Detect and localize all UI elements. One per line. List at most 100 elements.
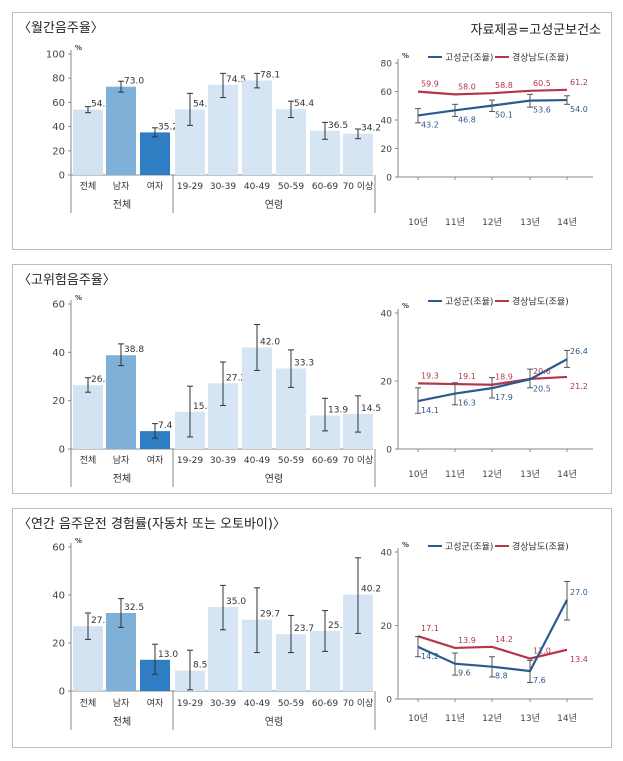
bar-category-label: 30-39	[210, 182, 236, 192]
bar-y-tick-label: 20	[52, 396, 65, 407]
bar-30-39	[208, 84, 238, 175]
line-x-tick-label: 11년	[445, 713, 465, 724]
series-value-label: 14.2	[421, 652, 439, 661]
bar-value-label: 54.0	[91, 100, 111, 110]
bar-value-label: 54.4	[294, 99, 314, 109]
bar-category-label: 70 이상	[343, 181, 374, 192]
bar-y-unit: %	[75, 537, 82, 545]
bar-category-label: 30-39	[210, 699, 236, 709]
series-value-label: 17.9	[495, 393, 513, 402]
series-value-label: 11.0	[533, 647, 551, 656]
line-x-tick-label: 14년	[557, 217, 577, 228]
monthly-drinking-charts: 0 20 40 60 80 100% 54.0 전체 73.0 남자 35.2 여자 54.2 19-29…	[46, 44, 593, 228]
series-value-label: 9.6	[458, 669, 471, 678]
series-value-label: 58.0	[458, 82, 476, 91]
legend-label: 경상남도(조율)	[512, 541, 569, 553]
series-value-label: 16.3	[458, 399, 476, 408]
bar-category-label: 전체	[80, 181, 97, 192]
bar-value-label: 14.5	[361, 404, 381, 414]
bar-category-label: 19-29	[177, 182, 203, 192]
bar-value-label: 54.2	[193, 99, 213, 109]
bar-category-label: 전체	[80, 698, 97, 709]
bar-category-label: 60-69	[312, 456, 338, 466]
bar-value-label: 23.7	[294, 624, 314, 634]
series-value-label: 8.8	[495, 672, 508, 681]
group-label-age: 연령	[265, 716, 283, 728]
group-label-total: 전체	[113, 716, 131, 728]
series-value-label: 26.4	[570, 347, 588, 356]
bar-value-label: 78.1	[260, 70, 280, 80]
series-value-label: 58.8	[495, 81, 513, 90]
legend-label: 경상남도(조율)	[512, 296, 569, 308]
bar-value-label: 38.8	[124, 345, 144, 355]
high-risk-drinking-charts: 0 20 40 60% 26.4 전체 38.8 남자 7.4 여자 15.4 19-29 27.2 30…	[52, 294, 593, 487]
bar-value-label: 33.3	[294, 359, 314, 369]
line-y-unit: %	[402, 302, 409, 310]
group-label-total: 전체	[113, 473, 131, 485]
series-value-label: 27.0	[570, 588, 588, 597]
bar-y-tick-label: 20	[52, 146, 65, 157]
bar-value-label: 40.2	[361, 585, 381, 595]
bar-y-tick-label: 100	[46, 50, 65, 61]
bar-value-label: 26.4	[91, 375, 111, 385]
line-x-tick-label: 12년	[482, 469, 502, 480]
bar-category-label: 50-59	[278, 182, 304, 192]
line-y-tick-label: 0	[386, 446, 392, 456]
bar-category-label: 40-49	[244, 699, 270, 709]
bar-category-label: 여자	[147, 697, 164, 709]
series-value-label: 53.6	[533, 106, 551, 115]
bar-50-59	[276, 109, 306, 175]
bar-value-label: 74.5	[226, 75, 246, 85]
series-value-label: 19.3	[421, 371, 439, 380]
line-y-tick-label: 0	[386, 174, 392, 184]
bar-category-label: 전체	[80, 455, 97, 466]
line-x-tick-label: 13년	[520, 217, 540, 228]
line-x-tick-label: 11년	[445, 217, 465, 228]
series-line-0	[417, 358, 568, 403]
bar-전체	[73, 385, 103, 449]
panel-drunk-driving: 〈연간 음주운전 경험률(자동차 또는 오토바이)〉 0 20 40 60% 27.0 전…	[12, 508, 612, 748]
bar-y-tick-label: 40	[52, 348, 65, 359]
line-y-tick-label: 40	[381, 117, 393, 127]
bar-여자	[140, 431, 170, 449]
bar-value-label: 35.0	[226, 597, 246, 607]
bar-category-label: 남자	[113, 698, 130, 709]
series-value-label: 17.1	[421, 624, 439, 633]
series-line-0	[417, 98, 568, 117]
bar-value-label: 29.7	[260, 610, 280, 620]
series-value-label: 61.2	[570, 78, 588, 87]
bar-value-label: 32.5	[124, 603, 144, 613]
series-value-label: 20.5	[533, 384, 551, 393]
series-value-label: 50.1	[495, 111, 513, 120]
bar-남자	[106, 86, 136, 175]
bar-value-label: 13.0	[158, 650, 178, 660]
data-credit: 자료제공=고성군보건소	[470, 23, 602, 38]
series-value-label: 18.9	[495, 373, 513, 382]
bar-y-tick-label: 60	[52, 300, 65, 311]
series-value-label: 21.2	[570, 382, 588, 391]
bar-category-label: 50-59	[278, 699, 304, 709]
line-y-tick-label: 80	[381, 60, 393, 70]
bar-value-label: 27.2	[226, 373, 246, 383]
bar-y-tick-label: 40	[52, 591, 65, 602]
drunk-driving-charts: 0 20 40 60% 27.0 전체 32.5 남자 13.0 여자 8.5 19-29 35.0 30…	[52, 537, 593, 730]
group-label-age: 연령	[265, 199, 283, 211]
bar-category-label: 남자	[113, 455, 130, 466]
line-y-tick-label: 20	[381, 378, 393, 388]
series-value-label: 43.2	[421, 120, 439, 129]
bar-category-label: 40-49	[244, 182, 270, 192]
bar-category-label: 남자	[113, 181, 130, 192]
series-value-label: 13.4	[570, 655, 588, 664]
bar-value-label: 8.5	[193, 661, 207, 671]
series-value-label: 14.1	[421, 406, 439, 415]
group-label-age: 연령	[265, 473, 283, 485]
bar-value-label: 15.4	[193, 402, 213, 412]
series-value-label: 19.1	[458, 372, 476, 381]
line-y-tick-label: 20	[381, 622, 393, 632]
bar-category-label: 여자	[147, 454, 164, 466]
bar-category-label: 60-69	[312, 182, 338, 192]
line-x-tick-label: 14년	[557, 469, 577, 480]
line-x-tick-label: 13년	[520, 713, 540, 724]
bar-y-tick-label: 40	[52, 122, 65, 133]
bar-value-label: 7.4	[158, 421, 173, 431]
